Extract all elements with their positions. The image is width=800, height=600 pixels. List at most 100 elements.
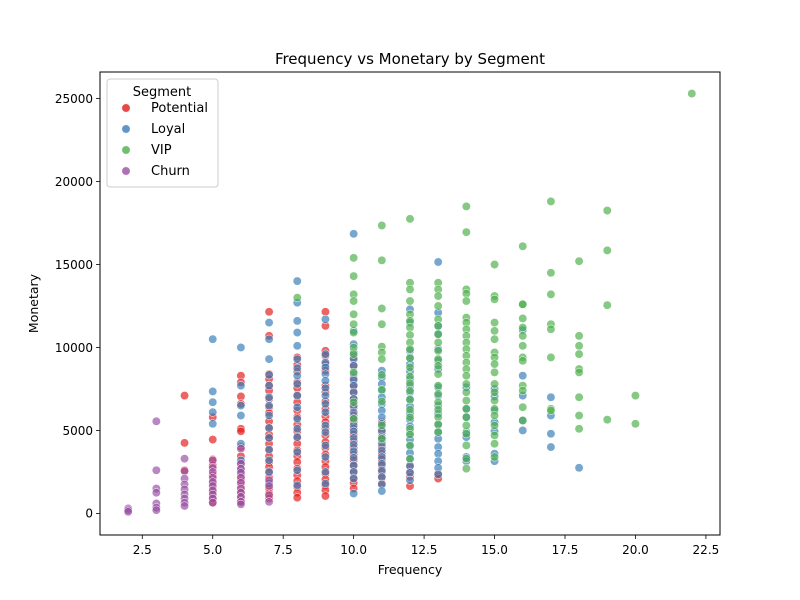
scatter-point: [490, 326, 499, 336]
scatter-point: [461, 396, 471, 406]
scatter-point: [321, 491, 330, 501]
scatter-point: [151, 505, 161, 515]
scatter-point: [236, 381, 246, 391]
scatter-point: [292, 424, 302, 434]
scatter-point: [264, 318, 274, 328]
scatter-point: [321, 391, 330, 401]
scatter-point: [264, 334, 274, 344]
scatter-point: [292, 402, 302, 412]
scatter-point: [687, 89, 697, 99]
y-tick-label: 15000: [55, 258, 93, 272]
scatter-point: [236, 343, 246, 352]
legend-marker: [121, 166, 131, 176]
scatter-point: [292, 391, 302, 401]
scatter-point: [292, 447, 302, 457]
scatter-point: [461, 371, 471, 381]
scatter-point: [321, 307, 330, 317]
scatter-point: [349, 397, 359, 407]
scatter-point: [574, 349, 584, 359]
scatter-point: [433, 257, 443, 267]
series-churn: [123, 416, 274, 517]
scatter-point: [405, 353, 415, 363]
scatter-point: [490, 396, 499, 406]
scatter-point: [321, 349, 330, 359]
x-tick-label: 10.0: [340, 543, 367, 557]
scatter-point: [292, 276, 302, 286]
scatter-point: [405, 344, 415, 354]
scatter-point: [405, 395, 415, 405]
scatter-point: [264, 307, 274, 317]
scatter-point: [518, 371, 528, 381]
legend-label: Potential: [151, 101, 208, 116]
scatter-point: [490, 294, 499, 304]
scatter-point: [377, 434, 387, 444]
scatter-point: [546, 442, 556, 452]
scatter-point: [574, 256, 584, 266]
scatter-point: [461, 379, 471, 389]
scatter-point: [208, 334, 218, 344]
scatter-point: [433, 420, 443, 430]
scatter-point: [518, 386, 528, 396]
x-tick-label: 20.0: [622, 543, 649, 557]
x-tick-label: 17.5: [552, 543, 579, 557]
scatter-point: [292, 341, 302, 351]
scatter-point: [574, 341, 584, 351]
scatter-point: [151, 416, 161, 426]
scatter-point: [405, 405, 415, 415]
scatter-point: [631, 391, 640, 401]
scatter-point: [574, 367, 584, 377]
scatter-point: [461, 440, 471, 450]
scatter-point: [180, 454, 190, 464]
scatter-point: [490, 411, 499, 420]
scatter-point: [433, 338, 443, 347]
scatter-point: [490, 452, 499, 462]
scatter-point: [433, 346, 443, 356]
scatter-point: [321, 314, 330, 324]
scatter-point: [490, 334, 499, 344]
scatter-point: [518, 331, 528, 341]
scatter-point: [321, 479, 330, 489]
scatter-point: [377, 354, 387, 364]
scatter-point: [208, 498, 218, 508]
scatter-point: [292, 371, 302, 381]
scatter-point: [518, 402, 528, 412]
x-tick-label: 2.5: [133, 543, 152, 557]
scatter-point: [321, 407, 330, 417]
scatter-point: [151, 465, 161, 475]
scatter-point: [123, 507, 133, 517]
scatter-point: [349, 453, 359, 463]
legend-marker: [121, 103, 131, 113]
scatter-point: [518, 356, 528, 366]
scatter-point: [264, 445, 274, 454]
scatter-point: [405, 430, 415, 440]
scatter-point: [405, 468, 415, 478]
scatter-point: [546, 429, 556, 439]
scatter-point: [292, 363, 302, 373]
scatter-point: [264, 401, 274, 411]
scatter-point: [405, 386, 415, 396]
legend-title: Segment: [133, 85, 192, 100]
scatter-point: [490, 318, 499, 328]
scatter-point: [349, 309, 359, 319]
scatter-point: [349, 489, 359, 498]
scatter-point: [461, 227, 471, 237]
legend-label: Churn: [151, 164, 190, 179]
scatter-point: [518, 313, 528, 323]
scatter-point: [433, 361, 443, 371]
scatter-point: [377, 255, 387, 265]
scatter-point: [292, 465, 302, 475]
scatter-point: [377, 304, 387, 313]
scatter-point: [546, 406, 556, 415]
scatter-point: [292, 493, 302, 503]
x-tick-label: 12.5: [411, 543, 438, 557]
scatter-point: [349, 229, 359, 239]
scatter-point: [208, 407, 218, 417]
scatter-point: [236, 499, 246, 509]
scatter-point: [180, 438, 190, 448]
scatter-point: [602, 300, 612, 310]
scatter-point: [574, 463, 584, 473]
y-axis-label: Monetary: [26, 273, 41, 333]
scatter-point: [433, 301, 443, 311]
scatter-point: [208, 397, 218, 407]
scatter-point: [180, 391, 190, 401]
